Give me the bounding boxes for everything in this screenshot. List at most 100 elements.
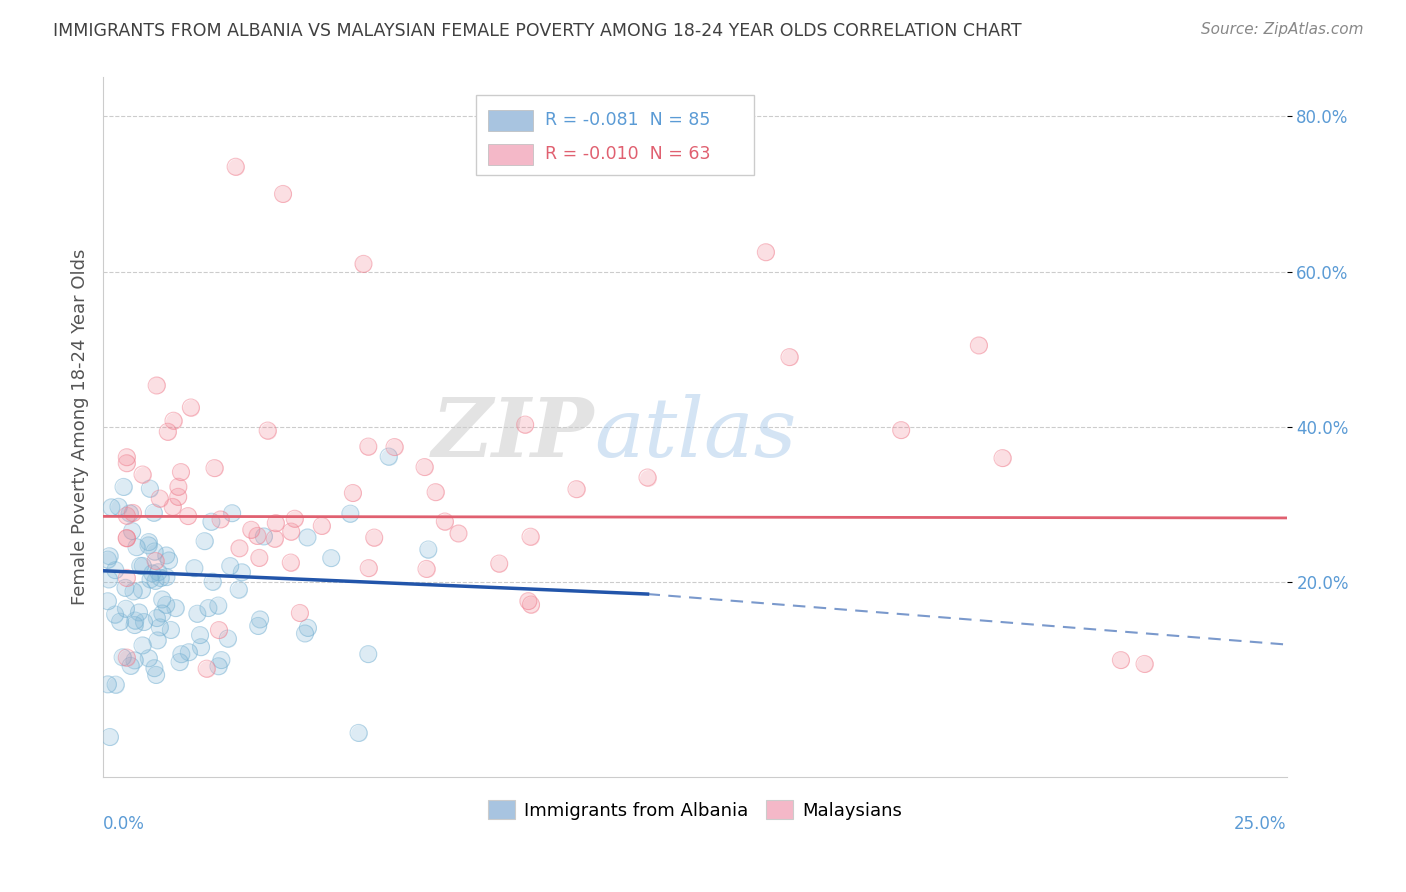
Point [120,658,142,673]
Point [637,470,659,484]
Point [139,482,162,496]
Point [447,526,470,541]
Point [209,653,232,667]
Point [415,562,437,576]
Point [170,647,193,661]
Point [100,500,122,515]
Point [177,509,200,524]
Text: R = -0.010  N = 63: R = -0.010 N = 63 [544,145,710,163]
Legend: Immigrants from Albania, Malaysians: Immigrants from Albania, Malaysians [481,793,910,827]
Point [217,632,239,646]
Point [128,606,150,620]
Point [125,540,148,554]
Point [131,467,153,482]
Point [156,425,179,439]
Point [228,541,250,556]
Point [148,565,170,579]
Point [115,450,138,465]
Point [160,623,183,637]
Point [256,424,278,438]
Point [104,563,127,577]
Text: 25.0%: 25.0% [1234,815,1286,833]
Point [115,650,138,665]
Point [112,480,135,494]
Point [357,647,380,661]
Point [121,524,143,538]
Point [256,424,278,438]
Point [637,470,659,484]
Point [194,534,217,549]
Point [425,485,447,500]
Point [169,655,191,669]
Point [98,549,121,564]
Point [149,620,172,634]
Point [138,538,160,552]
Point [418,542,440,557]
Point [284,512,307,526]
Point [347,726,370,740]
Point [363,531,385,545]
Point [204,461,226,475]
Point [249,612,271,626]
Point [177,645,200,659]
Point [124,614,146,628]
Point [149,491,172,506]
Point [169,655,191,669]
Point [204,461,226,475]
Point [183,561,205,575]
Point [208,623,231,637]
Point [124,618,146,632]
Point [138,651,160,665]
Text: R = -0.081  N = 85: R = -0.081 N = 85 [544,112,710,129]
Point [156,425,179,439]
Point [247,550,270,565]
Point [104,563,127,577]
Point [122,584,145,599]
Point [97,573,120,587]
Point [991,451,1014,466]
Point [138,535,160,549]
Point [755,245,778,260]
Point [98,549,121,564]
Point [115,602,138,616]
Point [97,552,120,566]
Point [170,647,193,661]
Point [294,626,316,640]
Point [246,529,269,543]
Point [114,581,136,595]
Point [115,571,138,585]
Point [132,558,155,573]
Point [165,601,187,615]
Point [108,615,131,629]
Point [294,626,316,640]
Text: Source: ZipAtlas.com: Source: ZipAtlas.com [1201,22,1364,37]
Point [180,401,202,415]
Point [297,531,319,545]
Point [425,485,447,500]
Point [297,531,319,545]
Point [377,450,399,464]
Point [209,512,232,526]
Point [104,678,127,692]
Point [145,554,167,568]
Point [143,544,166,558]
Point [170,465,193,479]
Point [143,661,166,675]
Point [280,556,302,570]
Point [208,623,231,637]
Point [129,558,152,573]
Point [157,553,180,567]
Point [263,532,285,546]
Point [247,619,270,633]
Point [190,640,212,655]
FancyBboxPatch shape [488,144,533,165]
Point [264,516,287,530]
Point [357,647,380,661]
Point [149,620,172,634]
Point [347,726,370,740]
Point [357,561,380,575]
Point [1109,653,1132,667]
Point [967,338,990,352]
Point [167,490,190,504]
Point [253,529,276,543]
